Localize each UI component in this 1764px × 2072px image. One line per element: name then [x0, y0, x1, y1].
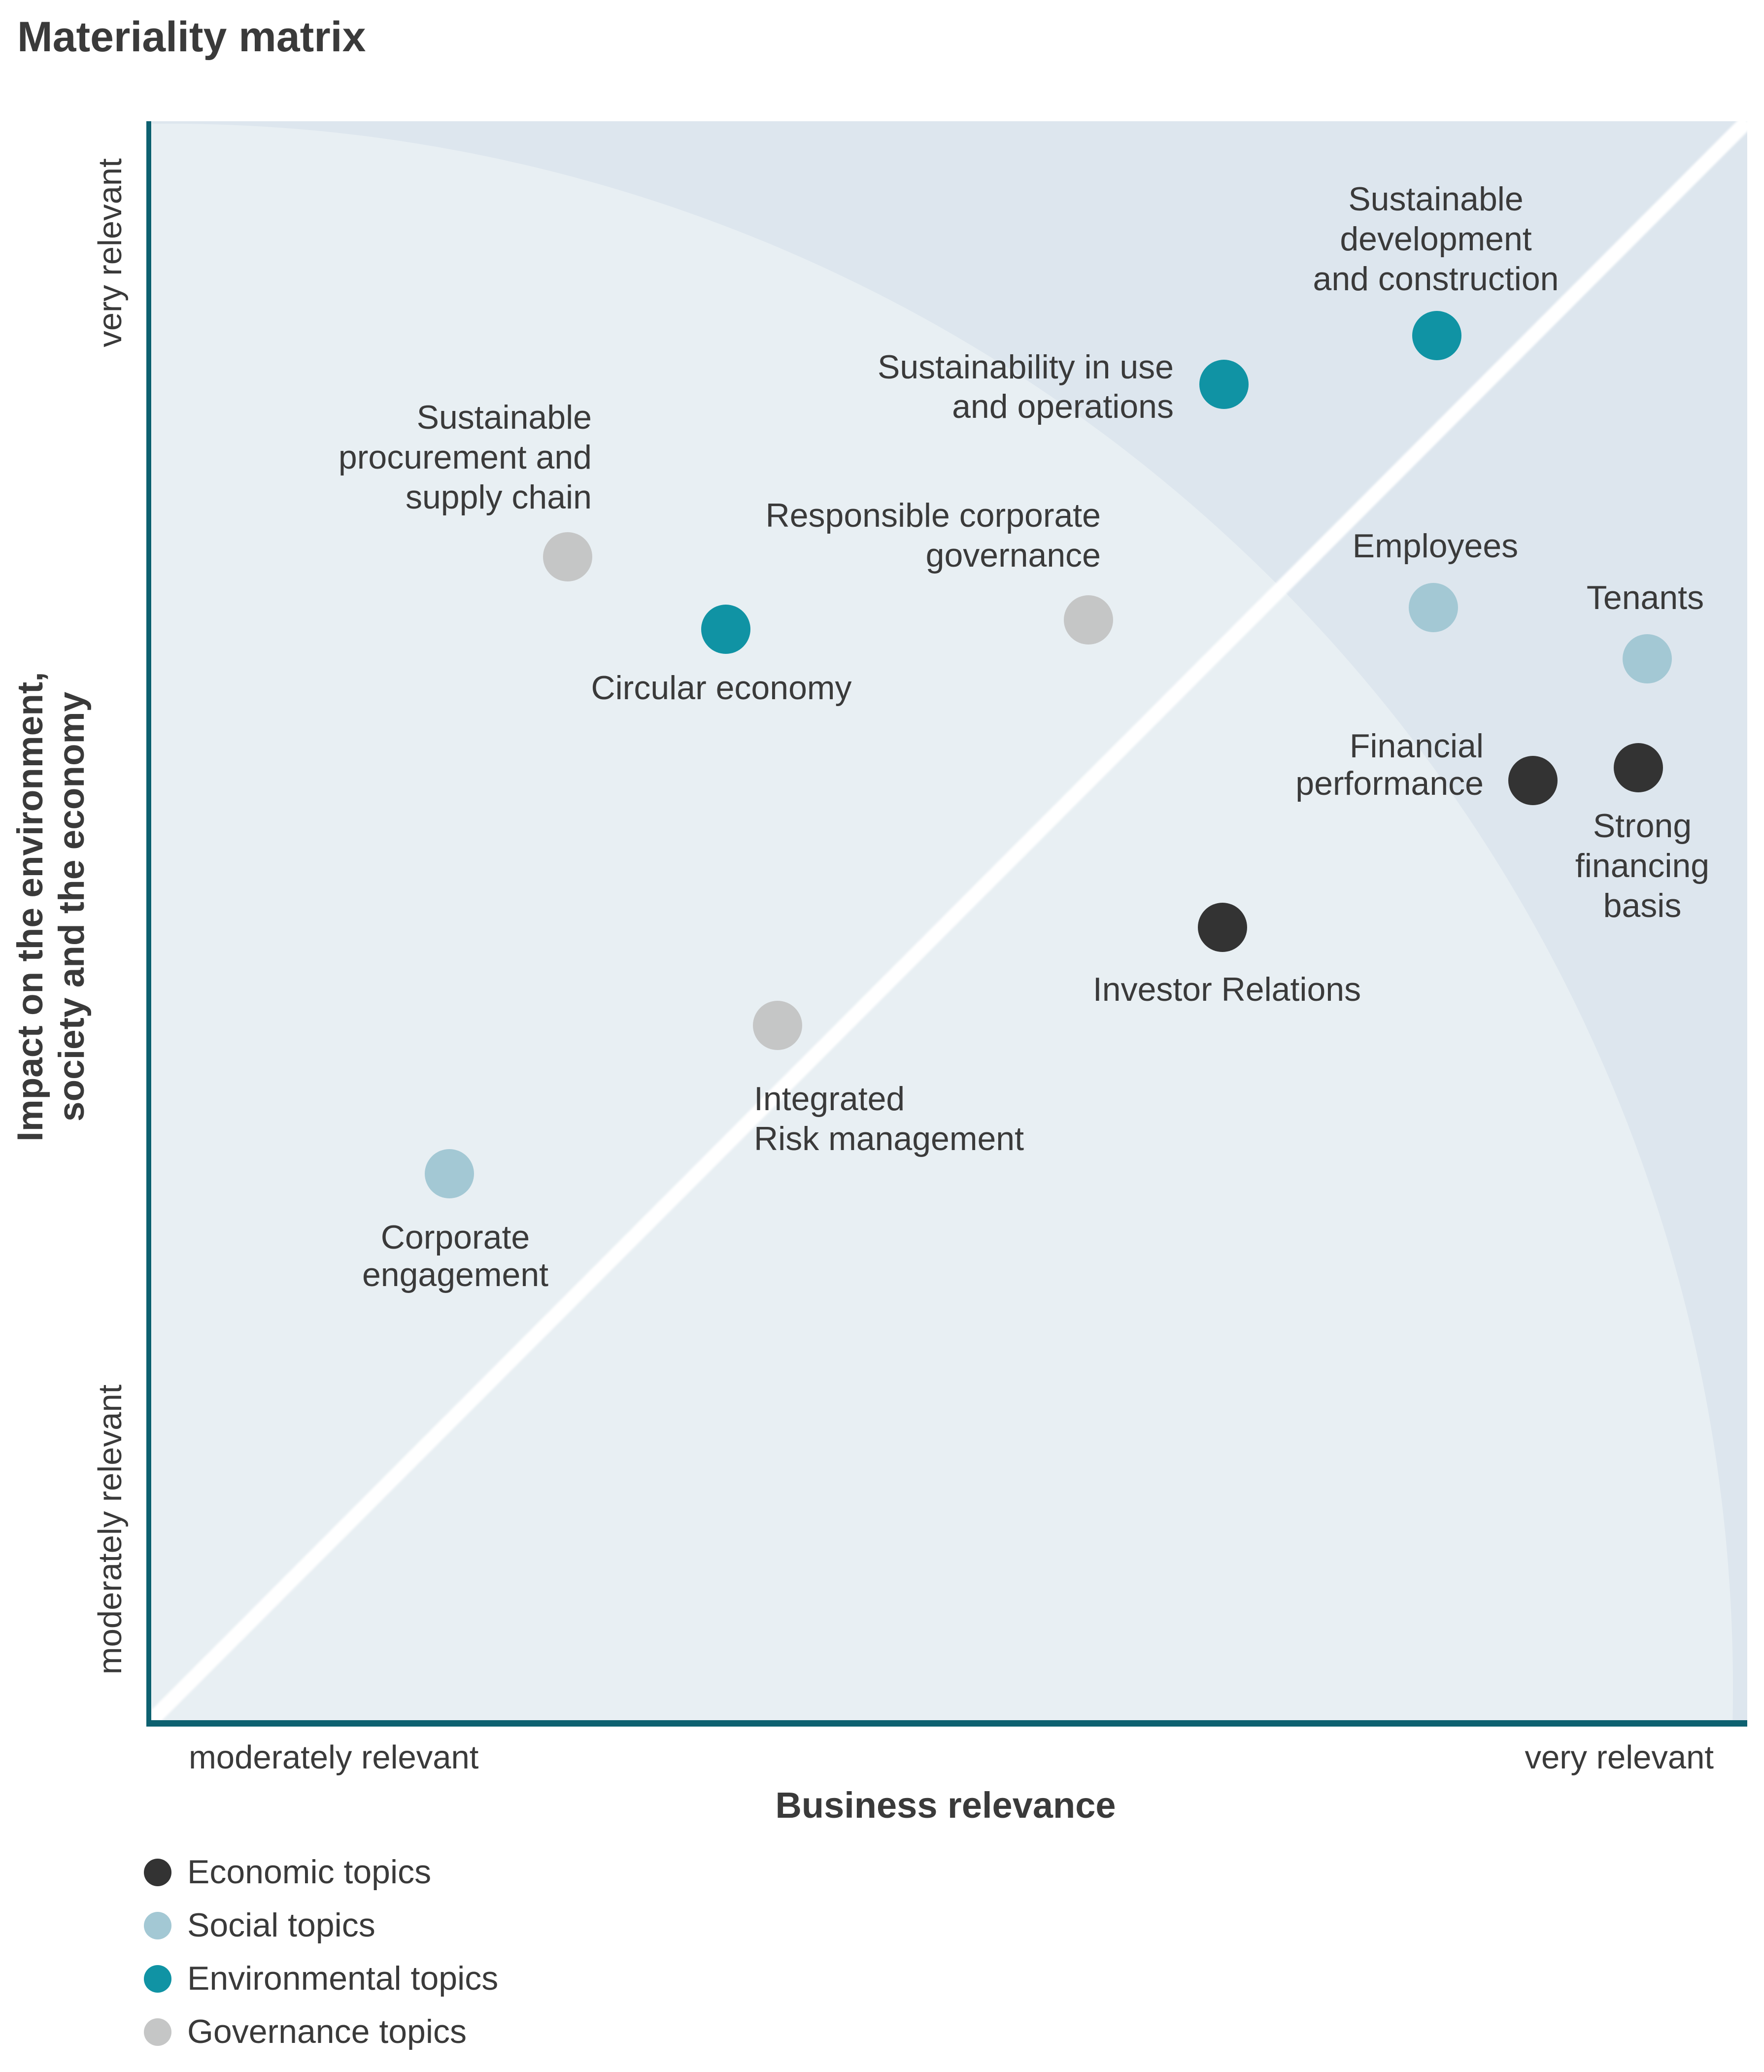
svg-text:basis: basis: [1603, 887, 1682, 924]
svg-text:Materiality matrix: Materiality matrix: [17, 13, 366, 61]
svg-text:Risk management: Risk management: [754, 1120, 1024, 1157]
svg-text:Responsible corporate: Responsible corporate: [766, 497, 1101, 534]
svg-text:moderately relevant: moderately relevant: [92, 1384, 129, 1674]
svg-text:very relevant: very relevant: [1525, 1739, 1714, 1776]
svg-text:Impact on the environment,: Impact on the environment,: [10, 672, 50, 1141]
svg-text:Governance topics: Governance topics: [187, 2013, 467, 2050]
svg-text:Integrated: Integrated: [754, 1080, 905, 1118]
svg-text:performance: performance: [1295, 765, 1484, 802]
svg-text:Social topics: Social topics: [187, 1906, 375, 1944]
svg-text:Environmental topics: Environmental topics: [187, 1960, 498, 1997]
svg-text:Employees: Employees: [1353, 527, 1518, 565]
svg-text:Strong: Strong: [1593, 807, 1692, 845]
svg-text:society and the economy: society and the economy: [52, 692, 92, 1122]
svg-text:financing: financing: [1575, 847, 1709, 884]
svg-text:Tenants: Tenants: [1587, 579, 1704, 616]
svg-text:Circular economy: Circular economy: [591, 669, 851, 707]
svg-text:development: development: [1340, 220, 1531, 258]
svg-text:Sustainable: Sustainable: [417, 399, 592, 436]
svg-text:and construction: and construction: [1313, 260, 1559, 298]
svg-text:engagement: engagement: [362, 1256, 548, 1293]
svg-text:very relevant: very relevant: [92, 158, 129, 347]
svg-text:governance: governance: [926, 537, 1101, 574]
svg-text:Sustainable: Sustainable: [1348, 180, 1523, 218]
svg-text:procurement and: procurement and: [339, 439, 592, 476]
svg-text:supply chain: supply chain: [406, 478, 592, 516]
svg-text:Financial: Financial: [1350, 727, 1484, 765]
svg-text:Economic topics: Economic topics: [187, 1853, 431, 1891]
svg-text:Sustainability in use: Sustainability in use: [878, 348, 1174, 386]
svg-text:Investor Relations: Investor Relations: [1093, 971, 1361, 1008]
svg-text:and operations: and operations: [952, 388, 1174, 425]
svg-text:Corporate: Corporate: [381, 1219, 530, 1256]
svg-text:Business relevance: Business relevance: [775, 1785, 1116, 1826]
svg-text:moderately relevant: moderately relevant: [189, 1739, 479, 1776]
